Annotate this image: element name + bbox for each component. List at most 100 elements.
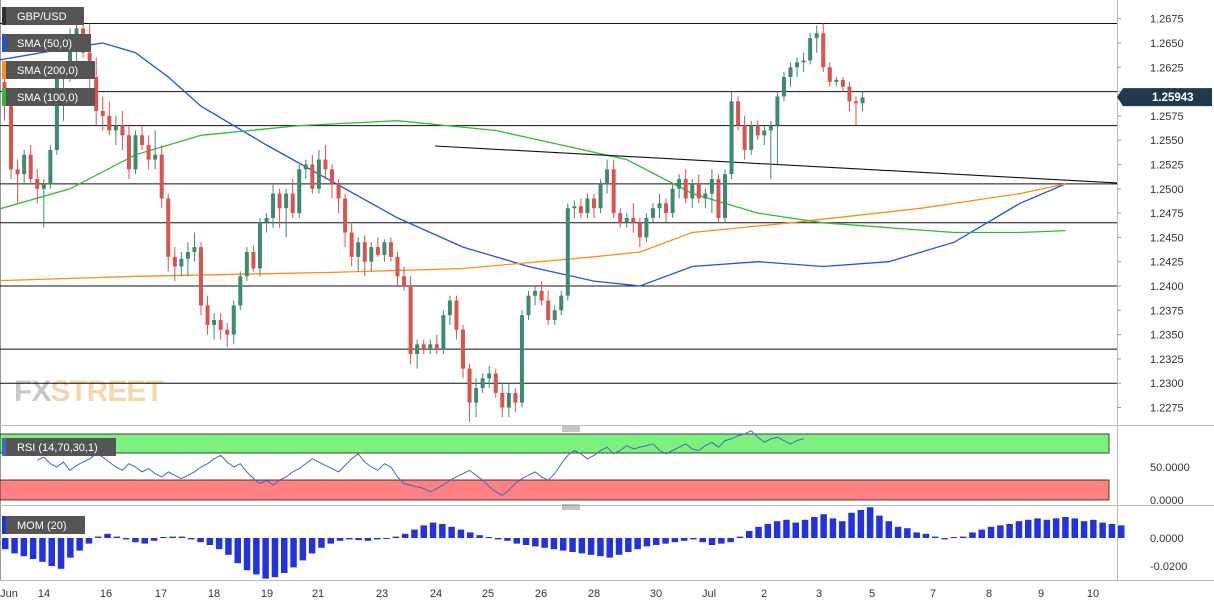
candle [159,145,164,209]
candle-body [277,193,282,209]
candle [113,115,118,146]
candle [434,334,439,355]
candle-body [834,79,839,82]
mom-bar [308,538,316,554]
legend-symbol[interactable]: GBP/USD [2,7,84,25]
price-rsi-splitter[interactable] [562,426,580,432]
candle-body [264,217,269,223]
candle [578,198,583,218]
mom-bar [569,538,576,552]
mom-bar [1090,519,1097,538]
candle [454,295,459,340]
candle-body [696,183,701,199]
candle-body [461,329,465,369]
candle-body [808,38,813,61]
candle [428,339,433,355]
rsi-mom-splitter[interactable] [562,504,580,510]
mom-bar [643,538,651,547]
candle-body [611,169,616,214]
candle [775,91,780,165]
candle-body [533,290,538,296]
mom-bar [1118,525,1125,538]
candle [126,125,131,180]
candle-body [637,222,642,238]
legend-mom[interactable]: MOM (20) [2,516,85,534]
candle-body [441,315,446,350]
legend-sma50[interactable]: SMA (50,0) [2,34,91,52]
candle [316,149,321,194]
candle [388,237,393,262]
candle-body [474,388,479,403]
candle-body [605,169,610,184]
candle [447,295,452,325]
candle [631,203,636,233]
x-tick-label: 10 [1087,588,1099,600]
candle-body [847,86,852,102]
mom-bar [169,536,176,538]
candle [781,72,786,102]
mom-y-tick-label: 0.0000 [1150,533,1184,545]
rsi-oversold-zone [0,479,1110,501]
candle-body [297,169,302,214]
mom-bar [11,538,18,554]
mom-bar [429,522,437,538]
x-tick-label: 9 [1038,588,1044,600]
candle [369,242,374,272]
mom-bar [243,538,251,571]
price-y-tick-label: 1.2625 [1150,62,1184,74]
candle [592,193,596,218]
candle [336,179,341,214]
mom-bar [1034,518,1041,538]
candle-body [428,344,433,350]
mom-bar [997,525,1004,538]
candle [323,145,328,180]
mom-bar [281,538,288,573]
mom-bar [467,532,474,538]
candle [349,222,354,267]
candle-body [434,344,439,350]
candle [343,193,348,248]
mom-bar [29,538,37,559]
legend-rsi[interactable]: RSI (14,70,30,1) [2,438,116,456]
candle-body [493,373,498,393]
candle [696,174,701,204]
candle [677,174,682,199]
mom-bar [113,536,121,538]
price-y-tick-label: 1.2525 [1150,159,1184,171]
x-tick-label: 7 [930,588,936,600]
candle-body [257,222,262,269]
candle-body [683,179,688,199]
candle [480,373,485,393]
candle-body [447,300,452,316]
mom-bar [271,538,279,578]
mom-bar [318,538,325,548]
legend-sma200[interactable]: SMA (200,0) [2,61,95,79]
candle [356,237,361,272]
candle [199,242,203,316]
candle-body [592,198,596,209]
mom-bar [215,538,223,550]
candle-body [814,33,819,39]
candle-body [271,193,276,218]
candle-body [487,373,492,379]
x-tick-label: 3 [816,588,822,600]
candle [107,101,112,136]
candle [526,290,531,321]
candle-body [664,203,669,214]
candle [808,33,813,65]
mom-bar [420,525,427,538]
candle-body [310,164,315,189]
mom-bar [839,521,846,538]
candle-body [290,193,295,214]
mom-bar [801,519,809,538]
legend-sma100[interactable]: SMA (100,0) [2,88,95,106]
candle [690,179,695,209]
candle-body [723,174,727,218]
watermark-fx: FX [14,375,51,408]
candle [271,183,276,228]
candle-body [395,256,400,277]
mom-bar [950,537,958,538]
candle [624,213,629,228]
candle-body [199,247,203,306]
candle [153,130,158,170]
